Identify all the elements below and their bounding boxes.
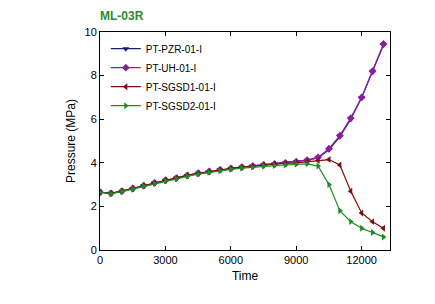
- svg-text:ML-03R: ML-03R: [100, 9, 144, 23]
- svg-text:0: 0: [91, 244, 97, 256]
- svg-text:8: 8: [91, 69, 97, 81]
- svg-text:PT-UH-01-I: PT-UH-01-I: [146, 63, 197, 74]
- svg-text:10: 10: [85, 26, 97, 38]
- svg-text:9000: 9000: [284, 254, 308, 266]
- svg-text:6: 6: [91, 113, 97, 125]
- svg-text:PT-PZR-01-I: PT-PZR-01-I: [146, 44, 202, 55]
- svg-text:4: 4: [91, 157, 97, 169]
- svg-text:0: 0: [97, 254, 103, 266]
- svg-text:Pressure (MPa): Pressure (MPa): [64, 99, 78, 183]
- svg-text:PT-SGSD1-01-I: PT-SGSD1-01-I: [146, 82, 216, 93]
- svg-text:12000: 12000: [346, 254, 377, 266]
- svg-text:3000: 3000: [153, 254, 177, 266]
- svg-text:Time: Time: [232, 269, 259, 283]
- svg-text:PT-SGSD2-01-I: PT-SGSD2-01-I: [146, 101, 216, 112]
- svg-text:2: 2: [91, 200, 97, 212]
- svg-text:6000: 6000: [219, 254, 243, 266]
